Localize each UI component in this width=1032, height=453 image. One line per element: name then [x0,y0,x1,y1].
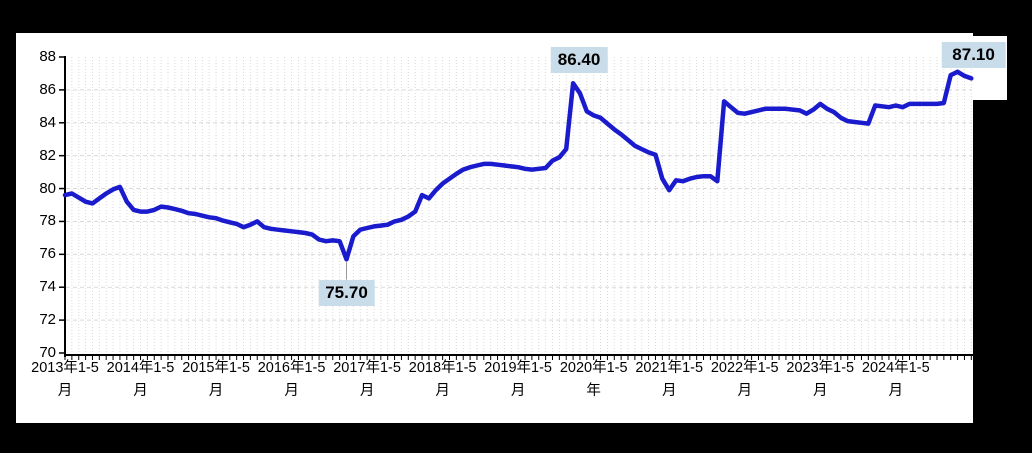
x-axis-label: 2017年1-5 [333,360,401,376]
x-axis-label: 2015年1-5 [182,360,250,376]
x-axis-label: 月 [284,383,299,399]
annotation-minimum-2017: 75.70 [318,280,375,307]
y-axis-label: 72 [39,311,56,329]
x-axis-label: 2019年1-5 [484,360,552,376]
x-axis-label: 2020年1-5 [559,360,628,376]
data-line [62,69,974,262]
y-axis-label: 82 [39,146,56,164]
x-axis-label: 2016年1-5 [257,360,326,376]
x-axis-label: 2022年1-5 [710,360,779,376]
x-axis-label: 月 [510,383,526,399]
y-axis-label: 88 [39,48,56,65]
x-axis-label: 月 [813,383,828,399]
y-axis-label: 70 [39,343,56,361]
annotation-peak-2020: 86.40 [550,47,608,74]
x-axis-label: 月 [208,383,224,399]
x-axis-label: 月 [133,383,148,399]
x-axis-label: 月 [737,383,752,399]
x-axis-label: 2023年1-5 [786,360,855,376]
x-axis-label: 月 [435,383,450,399]
x-axis-label: 2013年1-5 [31,360,99,376]
annotation-latest-maximum: 87.10 [941,41,1006,68]
y-axis-label: 74 [39,278,56,296]
y-axis-label: 86 [39,80,56,98]
x-axis-label: 月 [888,383,904,399]
y-axis-label: 80 [39,179,56,197]
x-axis-label: 2024年1-5 [861,360,930,376]
x-axis-label: 年 [586,383,601,399]
y-axis-label: 78 [39,212,56,230]
x-axis-label: 月 [661,383,677,399]
x-axis-label: 月 [359,383,375,399]
y-axis-label: 76 [39,245,56,263]
y-axis-label: 84 [39,113,56,131]
x-axis-label: 2014年1-5 [106,360,175,376]
x-axis-label: 2021年1-5 [635,360,704,376]
x-axis-label: 2018年1-5 [408,360,477,376]
x-axis-label: 月 [57,383,73,399]
